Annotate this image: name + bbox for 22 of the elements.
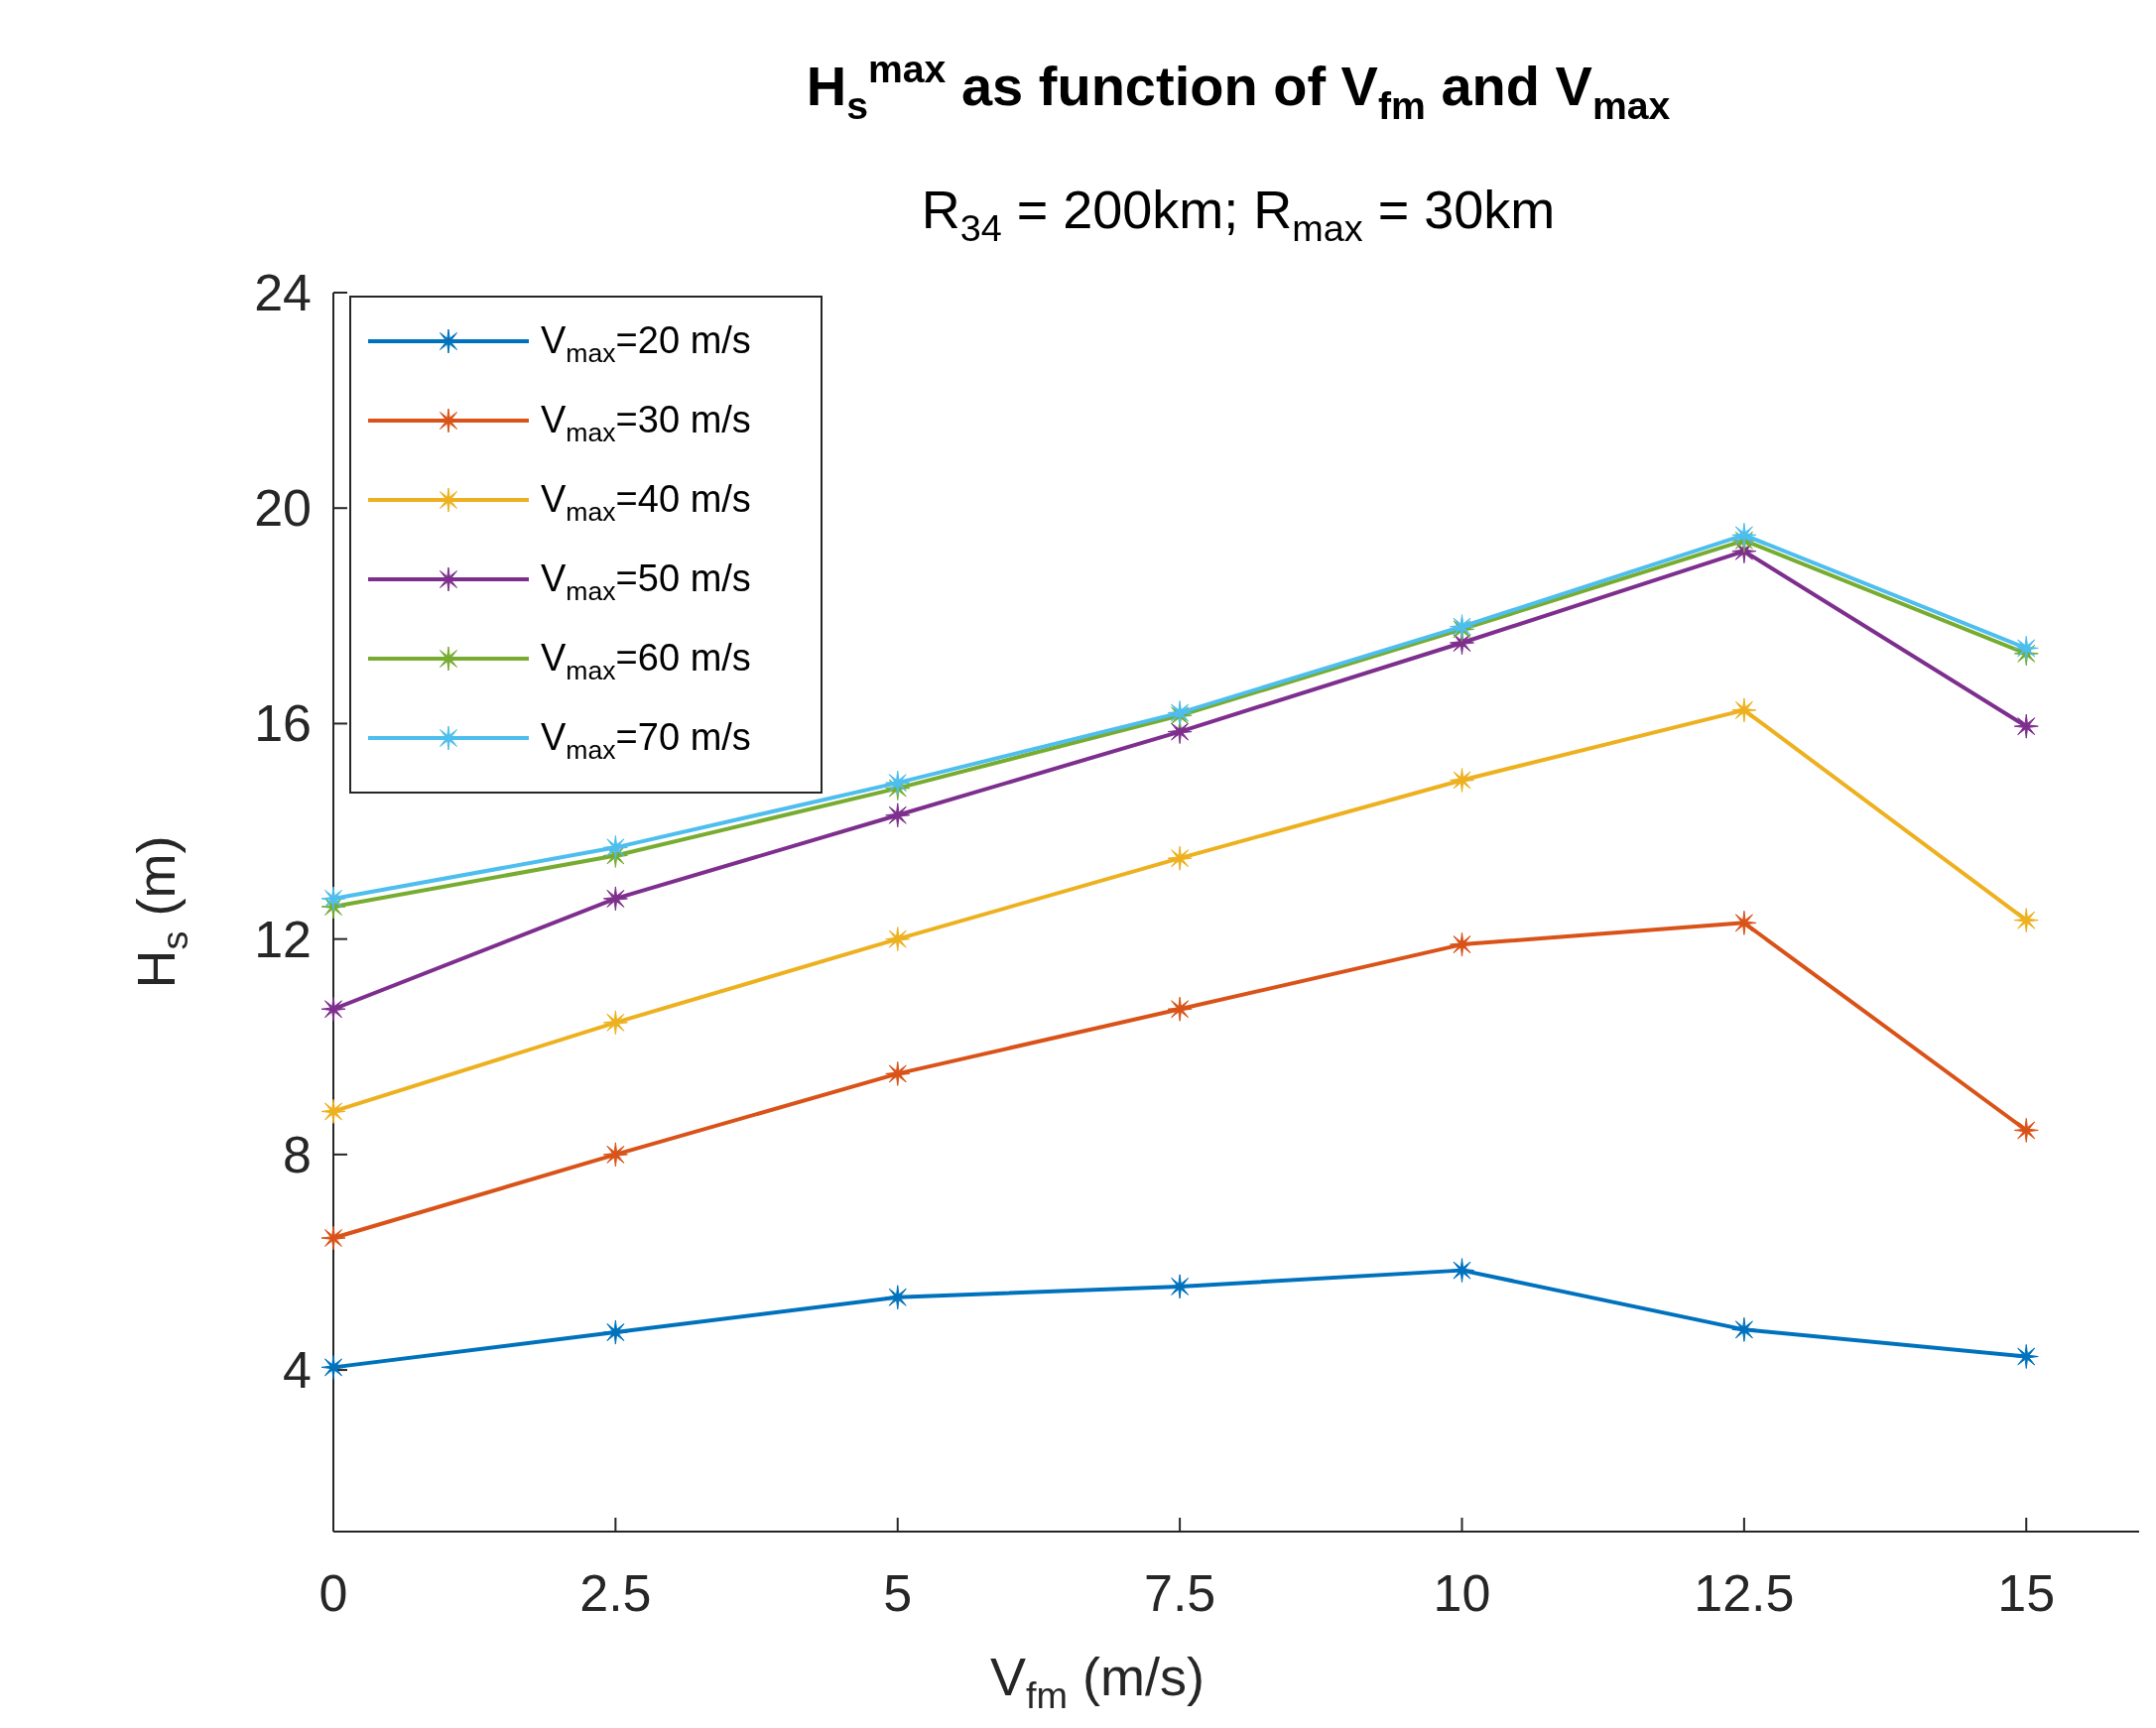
- x-tick-label: 10: [1433, 1564, 1491, 1622]
- legend-label: V$_{max}$=20 m/s: [541, 319, 751, 369]
- y-tick-label: 4: [283, 1341, 312, 1400]
- legend-label: V$_{max}$=30 m/s: [541, 399, 751, 448]
- x-tick-label: 15: [1997, 1564, 2056, 1622]
- x-tick-label: 0: [318, 1564, 348, 1622]
- y-tick-label: 8: [283, 1125, 312, 1183]
- y-tick-label: 12: [254, 910, 312, 968]
- x-tick-label: 2.5: [579, 1564, 652, 1622]
- legend-label: V$_{max}$=40 m/s: [541, 478, 751, 528]
- legend-label: V$_{max}$=60 m/s: [541, 637, 751, 686]
- x-tick-label: 5: [883, 1564, 913, 1622]
- x-tick-label: 7.5: [1143, 1564, 1216, 1622]
- y-tick-label: 16: [254, 694, 312, 753]
- x-tick-label: 12.5: [1694, 1564, 1795, 1622]
- legend-label: V$_{max}$=70 m/s: [541, 716, 751, 766]
- y-tick-label: 20: [254, 479, 312, 538]
- chart-title: H$_{s}$$^{max}$ as function of V$_{fm}$ and V$_{max}$: [806, 47, 1671, 127]
- y-tick-label: 24: [254, 264, 312, 321]
- x-axis-title: V$_{fm}$ (m/s): [990, 1647, 1205, 1717]
- legend-label: V$_{max}$=50 m/s: [541, 557, 751, 607]
- chart-subtitle: R$_{34}$ = 200km; R$_{max}$ = 30km: [921, 180, 1556, 250]
